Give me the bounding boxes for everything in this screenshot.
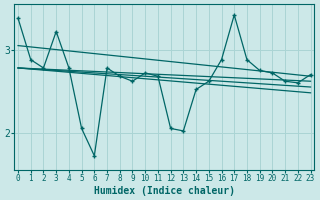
X-axis label: Humidex (Indice chaleur): Humidex (Indice chaleur) bbox=[94, 186, 235, 196]
